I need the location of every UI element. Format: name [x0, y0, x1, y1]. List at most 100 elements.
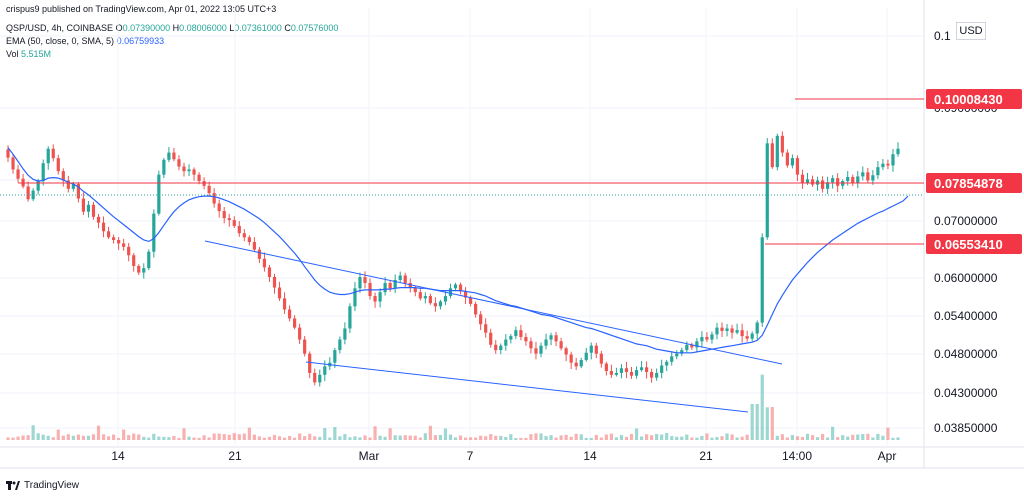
volume-bar — [826, 437, 830, 440]
candle-body — [559, 341, 563, 349]
candle-body — [287, 309, 292, 319]
candle-body — [886, 163, 890, 166]
candle-body — [755, 322, 759, 334]
volume-bar — [31, 425, 35, 440]
candle-body — [660, 365, 664, 373]
vol-legend: Vol 5.515M — [6, 49, 51, 59]
candle-body — [499, 345, 503, 351]
volume-bar — [690, 437, 694, 440]
volume-bar — [197, 437, 201, 440]
candle-body — [629, 371, 634, 376]
currency-label[interactable]: USD — [956, 22, 986, 40]
candle-body — [71, 184, 75, 189]
volume-bar — [609, 433, 613, 440]
volume-bar — [298, 433, 302, 440]
high-label: H — [172, 23, 180, 33]
volume-bar — [262, 437, 267, 440]
candle-body — [242, 233, 246, 238]
y-tick-label: 0.07000000 — [934, 214, 998, 228]
volume-bar — [770, 406, 774, 440]
candle-body — [609, 371, 613, 375]
volume-bar — [755, 403, 759, 440]
candle-body — [106, 231, 111, 238]
volume-bar — [529, 434, 533, 440]
volume-bar — [177, 437, 181, 440]
candle-body — [76, 184, 80, 199]
volume-bar — [559, 435, 563, 440]
candle-body — [514, 330, 518, 337]
candle-body — [700, 336, 704, 342]
trendline-lower — [305, 361, 749, 413]
candle-body — [780, 135, 784, 153]
candle-body — [212, 193, 216, 204]
volume-bar — [514, 437, 518, 440]
y-tick-label: 0.05400000 — [934, 309, 998, 323]
candle-body — [710, 334, 714, 340]
volume-bar — [86, 435, 91, 440]
volume-bar — [16, 436, 20, 440]
volume-bar — [599, 437, 603, 440]
candle-body — [851, 176, 855, 183]
volume-bar — [644, 434, 649, 440]
volume-bar — [805, 433, 810, 440]
y-tick-label: 0.1 — [934, 29, 951, 43]
volume-bar — [443, 428, 448, 440]
candle-body — [257, 249, 262, 259]
candle-body — [861, 172, 865, 177]
volume-bar — [484, 436, 488, 440]
candle-body — [142, 268, 146, 273]
x-tick-label: 7 — [467, 449, 474, 463]
volume-bar — [780, 434, 784, 440]
y-tick-label: 0.06000000 — [934, 271, 998, 285]
volume-bar — [655, 433, 659, 440]
volume-bar — [272, 435, 277, 440]
y-tick-label: 0.03850000 — [934, 421, 998, 435]
candle-body — [569, 354, 573, 363]
candle-body — [665, 361, 669, 366]
candle-body — [534, 348, 538, 354]
candle-body — [252, 242, 256, 250]
candle-body — [403, 275, 407, 283]
volume-bar — [343, 434, 347, 440]
ema-label: EMA (50, close, 0, SMA, 5) — [6, 36, 115, 46]
volume-bar — [408, 435, 412, 440]
candle-body — [896, 148, 900, 155]
candle-body — [519, 330, 523, 337]
volume-bar — [775, 435, 779, 440]
candle-body — [393, 279, 397, 289]
candle-body — [51, 148, 55, 159]
tradingview-logo-icon — [6, 481, 20, 490]
candle-body — [46, 148, 50, 164]
volume-bar — [458, 435, 463, 440]
volume-bar — [790, 435, 795, 440]
volume-bar — [373, 426, 377, 440]
volume-bar — [815, 437, 820, 440]
volume-bar — [287, 435, 292, 440]
volume-bar — [303, 436, 307, 440]
volume-bar — [765, 407, 769, 440]
volume-bar — [871, 437, 875, 440]
candle-body — [172, 152, 176, 160]
candle-body — [111, 237, 116, 240]
candle-body — [639, 367, 644, 371]
candle-body — [474, 303, 478, 315]
candle-body — [614, 372, 619, 375]
volume-bar — [624, 436, 629, 440]
volume-bar — [378, 435, 382, 440]
volume-bar — [61, 435, 65, 440]
tradingview-brand: TradingView — [6, 480, 79, 491]
volume-bar — [876, 433, 880, 440]
volume-bar — [831, 426, 835, 440]
candle-body — [509, 336, 513, 340]
candle-body — [785, 152, 789, 166]
volume-bar — [534, 433, 538, 440]
volume-bar — [157, 436, 161, 440]
x-tick-label: Mar — [359, 449, 380, 463]
price-label-text: 0.06553410 — [934, 237, 1003, 252]
volume-bar — [760, 374, 764, 440]
candle-body — [247, 237, 251, 243]
volume-bar — [549, 435, 553, 440]
volume-bar — [705, 433, 709, 440]
volume-bar — [841, 435, 845, 440]
